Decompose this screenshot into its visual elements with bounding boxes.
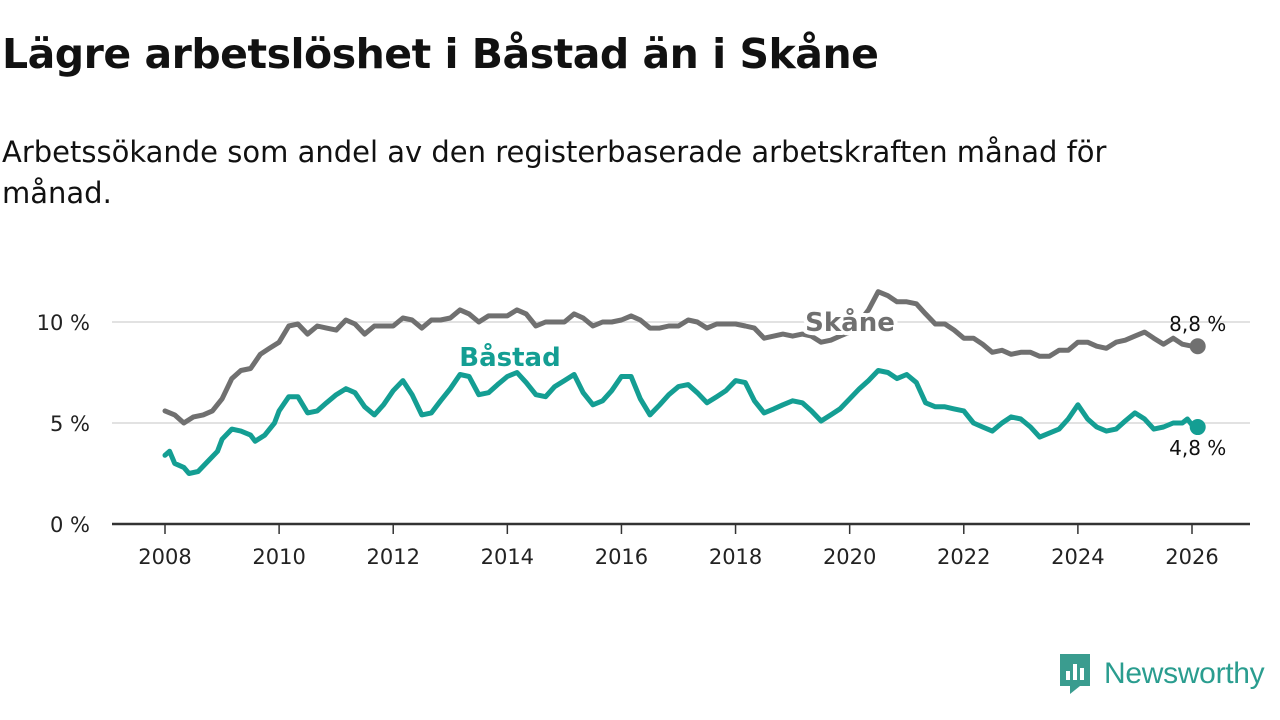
x-tick-label: 2020	[823, 545, 876, 569]
x-tick-label: 2014	[481, 545, 534, 569]
series-line-bastad	[162, 368, 1201, 476]
newsworthy-logo-icon	[1060, 654, 1090, 694]
end-label-bastad: 4,8 %	[1169, 436, 1226, 460]
x-tick-label: 2018	[709, 545, 762, 569]
end-marker-skane	[1189, 338, 1206, 355]
x-axis: 0 % 5 % 10 % 2008 2010 2012 2014 2016 2018 2020 20…	[37, 311, 1250, 569]
newsworthy-brand: Newsworthy	[1058, 652, 1265, 696]
x-tick-label: 2024	[1051, 545, 1104, 569]
x-tick-label: 2010	[252, 545, 305, 569]
series-labels: 8,8 % 4,8 % Skåne Båstad	[455, 302, 1226, 460]
series-label-skane: Skåne	[805, 306, 895, 338]
series-line-skane	[162, 289, 1201, 426]
series-lines	[162, 289, 1206, 476]
series-label-bastad: Båstad	[459, 341, 560, 373]
y-tick-label: 10 %	[37, 311, 90, 335]
x-tick-label: 2016	[595, 545, 648, 569]
brand-name: Newsworthy	[1104, 657, 1265, 690]
end-label-skane: 8,8 %	[1169, 312, 1226, 336]
x-tick-label: 2012	[366, 545, 419, 569]
x-tick-label: 2022	[937, 545, 990, 569]
chart-title: Lägre arbetslöshet i Båstad än i Skåne	[2, 30, 879, 78]
y-tick-label: 5 %	[50, 412, 90, 436]
end-marker-bastad	[1189, 419, 1206, 436]
chart-subtitle: Arbetssökande som andel av den registerb…	[2, 135, 1107, 210]
y-tick-label: 0 %	[50, 513, 90, 537]
x-tick-label: 2008	[138, 545, 191, 569]
x-tick-label: 2026	[1165, 545, 1218, 569]
